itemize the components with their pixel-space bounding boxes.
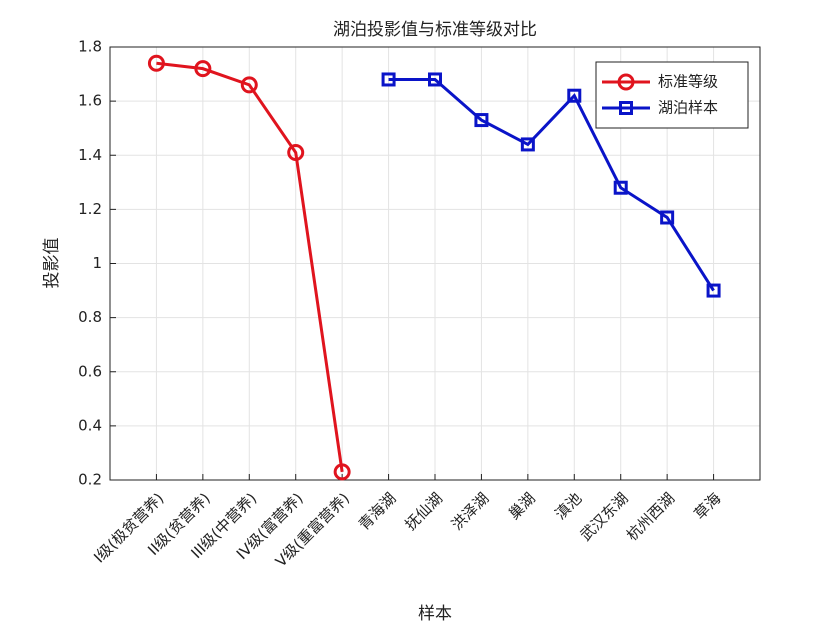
- plot-frame: [109, 46, 761, 481]
- x-tick-label: 杭州西湖: [623, 489, 678, 544]
- marker: [333, 463, 351, 481]
- marker: [706, 283, 721, 298]
- y-tick-label: 1: [92, 254, 102, 272]
- legend-label: 湖泊样本: [658, 99, 718, 117]
- chart-title: 湖泊投影值与标准等级对比: [333, 20, 537, 40]
- line: [388, 77, 715, 292]
- x-tick-label: 抚仙湖: [401, 489, 446, 534]
- legend-label: 标准等级: [658, 73, 718, 91]
- x-tick-label: 草海: [691, 489, 725, 523]
- marker: [194, 60, 212, 78]
- y-tick-label: 1.2: [78, 200, 102, 218]
- x-axis-label: 样本: [418, 604, 452, 624]
- y-axis-label: 投影值: [42, 238, 62, 289]
- legend-box: [595, 61, 749, 129]
- marker: [613, 180, 628, 195]
- legend-marker: [617, 73, 635, 91]
- x-tick-label: 巢湖: [505, 489, 539, 523]
- x-tick-label: 武汉东湖: [577, 489, 632, 544]
- marker: [240, 76, 258, 94]
- x-tick-label: 青海湖: [355, 489, 400, 534]
- x-tick-label: 洪泽湖: [448, 489, 493, 534]
- y-tick-label: 1.6: [78, 92, 102, 110]
- marker: [567, 88, 582, 103]
- y-tick-label: 0.4: [78, 416, 102, 434]
- y-tick-label: 0.6: [78, 362, 102, 380]
- y-tick-label: 0.8: [78, 308, 102, 326]
- x-tick-label: 滇池: [551, 489, 585, 523]
- marker: [147, 54, 165, 72]
- y-tick-label: 0.2: [78, 471, 102, 489]
- marker: [660, 210, 675, 225]
- marker: [474, 113, 489, 128]
- marker: [381, 72, 396, 87]
- marker: [520, 137, 535, 152]
- marker: [428, 72, 442, 87]
- y-tick-label: 1.4: [78, 146, 102, 164]
- y-tick-label: 1.8: [78, 38, 102, 56]
- marker: [287, 144, 305, 162]
- line: [156, 61, 344, 473]
- legend-marker: [619, 101, 633, 115]
